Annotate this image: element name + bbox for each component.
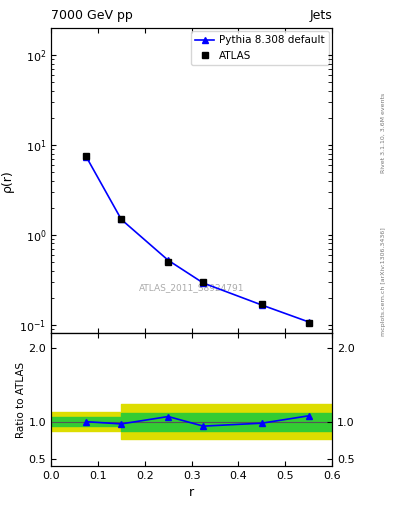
Legend: Pythia 8.308 default, ATLAS: Pythia 8.308 default, ATLAS bbox=[191, 31, 329, 65]
Pythia 8.308 default bbox=[166, 257, 171, 263]
Pythia 8.308 default bbox=[306, 319, 311, 325]
ATLAS bbox=[201, 279, 206, 285]
ATLAS bbox=[306, 319, 311, 326]
Pythia 8.308 default bbox=[201, 280, 206, 286]
ATLAS bbox=[166, 259, 171, 265]
Y-axis label: ρ(r): ρ(r) bbox=[1, 169, 14, 192]
Line: Pythia 8.308 default: Pythia 8.308 default bbox=[83, 154, 312, 325]
Y-axis label: Ratio to ATLAS: Ratio to ATLAS bbox=[16, 361, 26, 438]
Text: mcplots.cern.ch [arXiv:1306.3436]: mcplots.cern.ch [arXiv:1306.3436] bbox=[381, 227, 386, 336]
Text: Rivet 3.1.10, 3.6M events: Rivet 3.1.10, 3.6M events bbox=[381, 93, 386, 173]
ATLAS bbox=[259, 301, 264, 307]
ATLAS bbox=[119, 216, 124, 222]
Text: ATLAS_2011_S8924791: ATLAS_2011_S8924791 bbox=[139, 283, 244, 292]
Pythia 8.308 default bbox=[119, 217, 124, 223]
Text: 7000 GeV pp: 7000 GeV pp bbox=[51, 9, 133, 22]
Line: ATLAS: ATLAS bbox=[83, 153, 312, 326]
Pythia 8.308 default bbox=[259, 302, 264, 308]
Text: Jets: Jets bbox=[309, 9, 332, 22]
ATLAS bbox=[84, 153, 88, 159]
Pythia 8.308 default bbox=[84, 154, 88, 160]
X-axis label: r: r bbox=[189, 486, 194, 499]
